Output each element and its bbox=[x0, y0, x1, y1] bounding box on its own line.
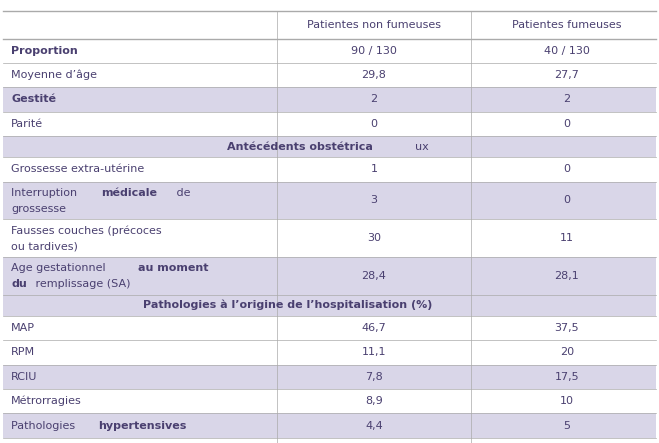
Text: Pathologies à l’origine de l’hospitalisation (%): Pathologies à l’origine de l’hospitalisa… bbox=[143, 300, 432, 311]
Text: médicale: médicale bbox=[101, 188, 157, 198]
Bar bbox=[3, 295, 656, 316]
Text: 2: 2 bbox=[370, 94, 378, 105]
Text: 11,1: 11,1 bbox=[362, 347, 386, 358]
Bar bbox=[3, 63, 656, 87]
Bar bbox=[3, 87, 656, 112]
Text: 0: 0 bbox=[370, 119, 378, 129]
Text: 4,4: 4,4 bbox=[365, 420, 383, 431]
Text: 10: 10 bbox=[559, 396, 574, 406]
Text: 90 / 130: 90 / 130 bbox=[351, 46, 397, 56]
Text: 5: 5 bbox=[563, 420, 570, 431]
Text: Moyenne d’âge: Moyenne d’âge bbox=[11, 70, 98, 80]
Text: du: du bbox=[11, 279, 27, 289]
Text: grossesse: grossesse bbox=[11, 204, 66, 214]
Text: 3: 3 bbox=[370, 195, 378, 206]
Text: Gestité: Gestité bbox=[11, 94, 56, 105]
Text: MAP: MAP bbox=[11, 323, 35, 333]
Text: 20: 20 bbox=[559, 347, 574, 358]
Bar bbox=[3, 413, 656, 438]
Text: 40 / 130: 40 / 130 bbox=[544, 46, 590, 56]
Text: 2: 2 bbox=[563, 94, 570, 105]
Text: Fausses couches (précoces: Fausses couches (précoces bbox=[11, 225, 162, 236]
Text: Parité: Parité bbox=[11, 119, 43, 129]
Bar bbox=[3, 389, 656, 413]
Text: ou tardives): ou tardives) bbox=[11, 241, 78, 251]
Text: 37,5: 37,5 bbox=[554, 323, 579, 333]
Text: 30: 30 bbox=[367, 233, 381, 243]
Text: de: de bbox=[173, 188, 191, 198]
Text: Age gestationnel: Age gestationnel bbox=[11, 263, 109, 273]
Bar bbox=[3, 112, 656, 136]
Text: 0: 0 bbox=[563, 195, 570, 206]
Bar bbox=[3, 11, 656, 39]
Text: Interruption: Interruption bbox=[11, 188, 81, 198]
Bar bbox=[3, 39, 656, 63]
Text: Métrorragies: Métrorragies bbox=[11, 396, 82, 406]
Text: 27,7: 27,7 bbox=[554, 70, 579, 80]
Text: au moment: au moment bbox=[138, 263, 208, 273]
Text: 17,5: 17,5 bbox=[554, 372, 579, 382]
Text: Patientes non fumeuses: Patientes non fumeuses bbox=[307, 20, 441, 30]
Text: 1: 1 bbox=[370, 164, 378, 175]
Text: 0: 0 bbox=[563, 164, 570, 175]
Text: Pathologies: Pathologies bbox=[11, 420, 79, 431]
Bar bbox=[3, 219, 656, 257]
Bar bbox=[3, 365, 656, 389]
Text: 29,8: 29,8 bbox=[362, 70, 386, 80]
Text: 11: 11 bbox=[559, 233, 574, 243]
Bar bbox=[3, 438, 656, 443]
Text: 7,8: 7,8 bbox=[365, 372, 383, 382]
Bar bbox=[3, 316, 656, 340]
Bar bbox=[3, 257, 656, 295]
Bar bbox=[3, 157, 656, 182]
Text: 28,4: 28,4 bbox=[362, 271, 386, 281]
Text: 8,9: 8,9 bbox=[365, 396, 383, 406]
Text: remplissage (SA): remplissage (SA) bbox=[32, 279, 130, 289]
Text: 0: 0 bbox=[563, 119, 570, 129]
Text: 46,7: 46,7 bbox=[362, 323, 386, 333]
Bar bbox=[3, 182, 656, 219]
Text: RPM: RPM bbox=[11, 347, 36, 358]
Text: hypertensives: hypertensives bbox=[98, 420, 187, 431]
Text: ux: ux bbox=[415, 142, 428, 152]
Text: Proportion: Proportion bbox=[11, 46, 78, 56]
Text: 28,1: 28,1 bbox=[554, 271, 579, 281]
Text: RCIU: RCIU bbox=[11, 372, 38, 382]
Bar bbox=[3, 136, 656, 157]
Bar bbox=[3, 340, 656, 365]
Text: Patientes fumeuses: Patientes fumeuses bbox=[512, 20, 621, 30]
Text: Antécédents obstétrica: Antécédents obstétrica bbox=[227, 142, 372, 152]
Text: Grossesse extra-utérine: Grossesse extra-utérine bbox=[11, 164, 144, 175]
